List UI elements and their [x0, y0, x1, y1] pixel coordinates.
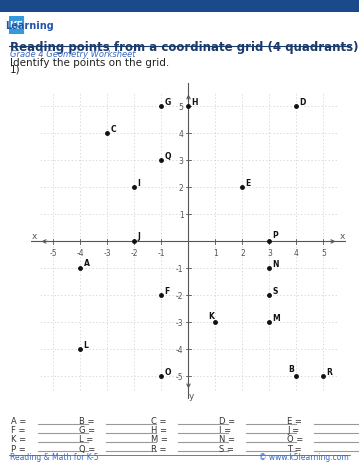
Text: -5: -5 — [50, 249, 57, 257]
Text: I =: I = — [219, 425, 231, 434]
Text: -4: -4 — [77, 249, 84, 257]
Text: 3: 3 — [179, 156, 183, 166]
Text: 5: 5 — [321, 249, 326, 257]
Text: J =: J = — [287, 425, 299, 434]
Text: Grade 4 Geometry Worksheet: Grade 4 Geometry Worksheet — [10, 50, 136, 58]
Text: A: A — [84, 258, 90, 268]
Text: I: I — [138, 179, 141, 188]
Text: Reading points from a coordinate grid (4 quadrants): Reading points from a coordinate grid (4… — [10, 41, 359, 54]
Text: F: F — [165, 287, 170, 296]
Text: 2: 2 — [179, 183, 183, 193]
Text: H =: H = — [151, 425, 167, 434]
Text: M: M — [273, 314, 280, 323]
Text: K: K — [208, 312, 214, 320]
Text: F =: F = — [11, 425, 25, 434]
Text: © www.k5learning.com: © www.k5learning.com — [259, 452, 349, 462]
Text: Reading & Math for K-5: Reading & Math for K-5 — [10, 452, 99, 462]
Text: P =: P = — [11, 444, 25, 453]
Text: D =: D = — [219, 416, 235, 425]
Text: Learning: Learning — [5, 21, 54, 31]
Text: 1): 1) — [10, 64, 21, 75]
Text: 4: 4 — [179, 130, 183, 138]
Text: P: P — [273, 231, 279, 240]
Text: x: x — [340, 232, 345, 241]
Text: G: G — [165, 98, 171, 107]
Text: Q: Q — [165, 152, 171, 161]
Text: 1: 1 — [179, 211, 183, 219]
Text: -3: -3 — [104, 249, 111, 257]
Text: R: R — [327, 368, 332, 376]
Text: A =: A = — [11, 416, 26, 425]
Text: C =: C = — [151, 416, 166, 425]
Text: R =: R = — [151, 444, 166, 453]
Text: L: L — [84, 341, 89, 350]
Text: 3: 3 — [267, 249, 272, 257]
Text: E =: E = — [287, 416, 302, 425]
Text: T =: T = — [287, 444, 302, 453]
Text: S =: S = — [219, 444, 234, 453]
Text: 2: 2 — [240, 249, 245, 257]
Text: O =: O = — [287, 434, 303, 444]
Text: K5: K5 — [9, 21, 23, 31]
Text: y: y — [189, 392, 195, 400]
Text: B =: B = — [79, 416, 94, 425]
Text: 4: 4 — [294, 249, 299, 257]
Text: N: N — [273, 260, 279, 269]
Text: O: O — [165, 368, 171, 376]
Text: K =: K = — [11, 434, 26, 444]
Text: -1: -1 — [158, 249, 165, 257]
Text: x: x — [32, 232, 37, 241]
FancyBboxPatch shape — [8, 16, 24, 36]
Text: -3: -3 — [176, 318, 183, 327]
Text: B: B — [288, 364, 294, 373]
Text: D: D — [300, 98, 306, 107]
Text: -2: -2 — [131, 249, 138, 257]
Text: Identify the points on the grid.: Identify the points on the grid. — [10, 57, 169, 68]
Text: H: H — [191, 98, 198, 107]
Text: -1: -1 — [176, 264, 183, 273]
Text: C: C — [110, 125, 116, 134]
Text: M =: M = — [151, 434, 168, 444]
Text: -2: -2 — [176, 291, 183, 300]
Text: 5: 5 — [179, 103, 183, 112]
Text: L =: L = — [79, 434, 93, 444]
Text: -4: -4 — [176, 345, 183, 354]
Text: Q =: Q = — [79, 444, 95, 453]
Text: -5: -5 — [176, 372, 183, 381]
Text: S: S — [273, 287, 278, 296]
Text: 1: 1 — [213, 249, 218, 257]
Text: N =: N = — [219, 434, 235, 444]
Text: G =: G = — [79, 425, 95, 434]
Text: E: E — [246, 179, 251, 188]
Text: J: J — [138, 232, 141, 241]
